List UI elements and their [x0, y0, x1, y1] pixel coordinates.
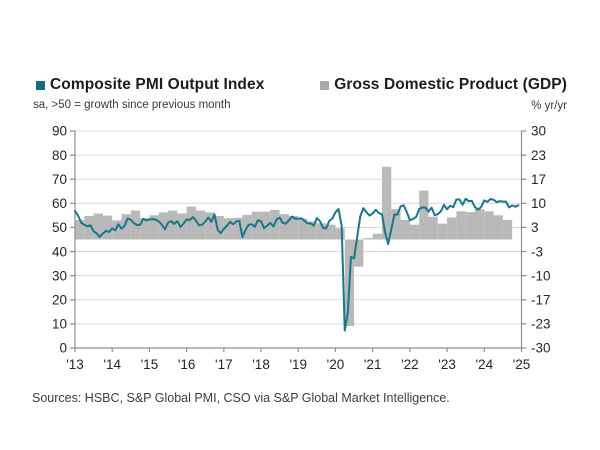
legend-item-pmi: Composite PMI Output Index	[36, 76, 264, 94]
left-axis-tick-label: 50	[52, 220, 67, 235]
gdp-bar	[186, 206, 196, 240]
gdp-legend-swatch-icon	[320, 80, 330, 90]
gdp-bar	[391, 209, 401, 240]
left-axis-tick-label: 90	[52, 124, 67, 139]
x-axis-tick-label: '14	[103, 357, 121, 372]
gdp-bar	[121, 214, 131, 240]
right-axis-tick-label: -30	[531, 341, 551, 356]
gdp-bar	[381, 166, 392, 240]
gdp-bar	[447, 217, 457, 240]
gdp-bar	[93, 213, 103, 240]
gdp-bar	[335, 228, 345, 240]
gdp-bar	[409, 224, 420, 240]
gdp-bar	[502, 219, 513, 240]
right-axis-tick-label: 30	[531, 124, 546, 139]
gdp-bar	[484, 211, 494, 240]
gdp-bar	[233, 217, 243, 240]
gdp-bar	[474, 209, 485, 240]
gdp-bar	[102, 215, 113, 240]
gdp-bar	[326, 224, 336, 240]
legend-item-gdp: Gross Domestic Product (GDP)	[320, 76, 567, 94]
right-axis-tick-label: -17	[531, 293, 551, 308]
gdp-bar	[214, 215, 224, 240]
right-axis-tick-label: -23	[531, 317, 551, 332]
gdp-bars	[75, 166, 513, 326]
gdp-bar	[279, 214, 289, 240]
right-axis-tick-label: -10	[531, 268, 551, 283]
gdp-bar	[493, 215, 503, 240]
right-axis-subtitle: % yr/yr	[531, 100, 567, 112]
gdp-legend-label: Gross Domestic Product (GDP)	[334, 76, 567, 93]
gdp-bar	[316, 223, 327, 240]
left-axis-tick-label: 0	[59, 341, 67, 356]
x-axis-tick-label: '23	[438, 357, 456, 372]
right-axis-tick-label: 17	[531, 172, 546, 187]
right-axis-tick-label: -3	[531, 244, 543, 259]
x-axis-tick-label: '18	[252, 357, 270, 372]
gdp-bar	[223, 218, 234, 240]
left-axis-tick-label: 40	[52, 244, 67, 259]
pmi-legend-label: Composite PMI Output Index	[50, 76, 265, 93]
gdp-bar	[307, 221, 317, 240]
gdp-bar	[465, 212, 475, 240]
gdp-bar	[437, 223, 448, 240]
pmi-line	[74, 197, 520, 332]
gdp-bar	[456, 211, 466, 240]
gdp-bar	[298, 218, 308, 240]
x-axis-tick-label: '25	[513, 357, 531, 372]
left-axis-tick-label: 80	[52, 148, 67, 163]
gdp-bar	[205, 212, 215, 240]
x-axis-tick-label: '17	[215, 357, 233, 372]
x-axis-tick-label: '21	[364, 357, 382, 372]
gdp-bar	[149, 215, 159, 240]
gdp-bar	[168, 210, 178, 240]
source-note: Sources: HSBC, S&P Global PMI, CSO via S…	[32, 391, 450, 405]
gdp-bar	[140, 218, 150, 240]
gdp-bar	[288, 215, 299, 240]
right-axis-tick-label: 23	[531, 148, 546, 163]
gdp-bar	[400, 219, 410, 240]
gdp-bar	[112, 220, 122, 240]
left-axis-tick-label: 30	[52, 268, 67, 283]
gdp-bar	[84, 215, 94, 240]
axes	[70, 130, 527, 352]
left-axis-tick-label: 70	[52, 172, 67, 187]
gdp-bar	[354, 239, 364, 267]
right-axis-tick-label: 3	[531, 220, 539, 235]
left-axis-subtitle: sa, >50 = growth since previous month	[33, 99, 231, 111]
left-axis-tick-label: 10	[52, 317, 67, 332]
left-axis-tick-label: 60	[52, 196, 67, 211]
x-axis-tick-label: '22	[401, 357, 419, 372]
right-axis-tick-label: 10	[531, 196, 546, 211]
x-axis-tick-label: '19	[289, 357, 307, 372]
gdp-bar	[75, 219, 85, 240]
gdp-bar	[363, 238, 373, 240]
left-axis-tick-label: 20	[52, 293, 67, 308]
x-axis-tick-label: '16	[178, 357, 196, 372]
gdp-bar	[372, 233, 382, 240]
gdp-bar	[428, 216, 438, 240]
x-axis-tick-label: '13	[66, 357, 84, 372]
gdp-bar	[419, 190, 429, 240]
x-axis-tick-label: '20	[327, 357, 345, 372]
pmi-legend-swatch-icon	[36, 80, 45, 90]
x-axis-tick-label: '15	[141, 357, 159, 372]
axis-labels: 90 80 70 60 50 40 30 20 10 0 30 23 17 10 3 -3 -10 -17 -23 -…	[52, 124, 551, 372]
x-axis-tick-label: '24	[475, 357, 493, 372]
